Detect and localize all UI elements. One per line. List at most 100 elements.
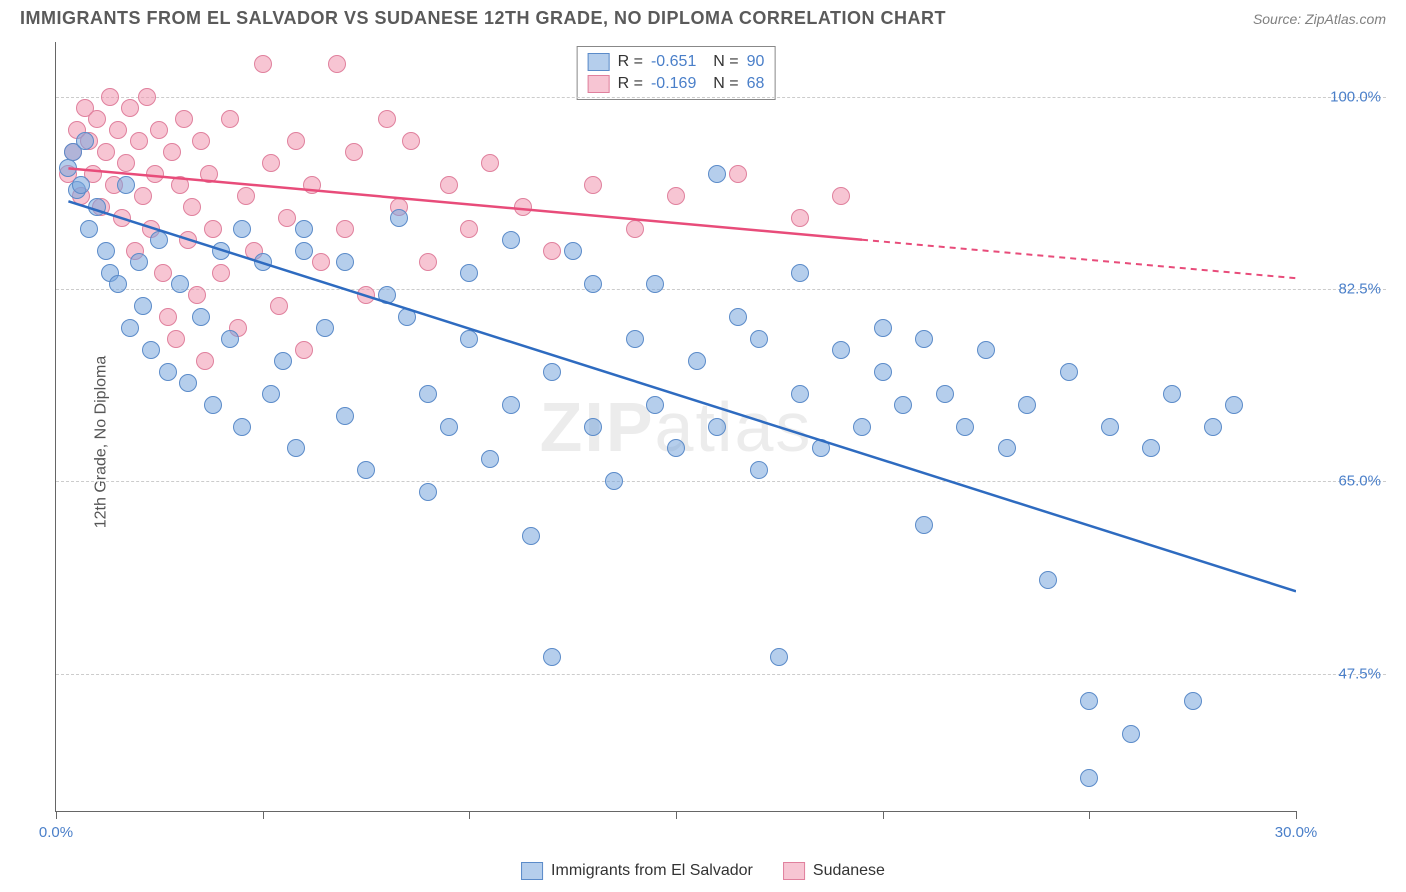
legend-swatch-series-1 — [521, 862, 543, 880]
scatter-point — [894, 396, 912, 414]
scatter-point — [481, 450, 499, 468]
scatter-point — [134, 187, 152, 205]
scatter-point — [175, 110, 193, 128]
scatter-point — [212, 242, 230, 260]
scatter-point — [179, 374, 197, 392]
scatter-point — [832, 341, 850, 359]
scatter-point — [667, 187, 685, 205]
scatter-point — [481, 154, 499, 172]
scatter-point — [134, 297, 152, 315]
scatter-point — [543, 363, 561, 381]
scatter-point — [150, 231, 168, 249]
scatter-point — [167, 330, 185, 348]
scatter-point — [183, 198, 201, 216]
scatter-point — [440, 176, 458, 194]
scatter-point — [171, 275, 189, 293]
r-label: R = — [618, 53, 643, 71]
legend-label-2: Sudanese — [813, 862, 885, 880]
scatter-point — [791, 209, 809, 227]
scatter-point — [1080, 769, 1098, 787]
scatter-point — [221, 330, 239, 348]
x-tick — [263, 811, 264, 819]
legend-label-1: Immigrants from El Salvador — [551, 862, 753, 880]
gridline-h — [56, 289, 1386, 290]
y-tick-label: 47.5% — [1301, 665, 1381, 682]
chart-header: IMMIGRANTS FROM EL SALVADOR VS SUDANESE … — [0, 0, 1406, 37]
scatter-point — [398, 308, 416, 326]
scatter-point — [278, 209, 296, 227]
series-legend: Immigrants from El Salvador Sudanese — [521, 862, 885, 880]
scatter-point — [584, 176, 602, 194]
source-attribution: Source: ZipAtlas.com — [1253, 11, 1386, 27]
scatter-point — [76, 132, 94, 150]
r-label: R = — [618, 75, 643, 93]
trend-line-blue — [68, 201, 1296, 591]
scatter-point — [936, 385, 954, 403]
scatter-point — [514, 198, 532, 216]
scatter-point — [179, 231, 197, 249]
scatter-point — [121, 319, 139, 337]
scatter-point — [154, 264, 172, 282]
scatter-point — [336, 407, 354, 425]
trend-line-pink-dashed — [862, 240, 1296, 278]
scatter-point — [390, 209, 408, 227]
chart-title: IMMIGRANTS FROM EL SALVADOR VS SUDANESE … — [20, 8, 946, 29]
scatter-point — [791, 264, 809, 282]
scatter-point — [142, 341, 160, 359]
scatter-point — [729, 308, 747, 326]
scatter-point — [460, 330, 478, 348]
scatter-point — [378, 286, 396, 304]
scatter-point — [626, 220, 644, 238]
scatter-point — [72, 176, 90, 194]
scatter-point — [584, 275, 602, 293]
scatter-point — [270, 297, 288, 315]
scatter-point — [233, 220, 251, 238]
correlation-legend: R = -0.651 N = 90 R = -0.169 N = 68 — [577, 46, 776, 100]
scatter-point — [750, 461, 768, 479]
scatter-point — [419, 253, 437, 271]
scatter-point — [832, 187, 850, 205]
scatter-point — [295, 220, 313, 238]
scatter-point — [915, 330, 933, 348]
scatter-point — [200, 165, 218, 183]
scatter-point — [998, 439, 1016, 457]
scatter-point — [117, 176, 135, 194]
scatter-point — [150, 121, 168, 139]
scatter-point — [1163, 385, 1181, 403]
scatter-point — [196, 352, 214, 370]
scatter-point — [312, 253, 330, 271]
scatter-point — [729, 165, 747, 183]
scatter-point — [502, 396, 520, 414]
scatter-point — [1142, 439, 1160, 457]
x-tick-label: 0.0% — [39, 824, 73, 841]
scatter-point — [109, 121, 127, 139]
legend-item-2: Sudanese — [783, 862, 885, 880]
x-tick — [56, 811, 57, 819]
scatter-point — [1060, 363, 1078, 381]
scatter-point — [254, 253, 272, 271]
scatter-point — [522, 527, 540, 545]
scatter-point — [1080, 692, 1098, 710]
scatter-point — [233, 418, 251, 436]
scatter-point — [146, 165, 164, 183]
scatter-point — [295, 242, 313, 260]
plot-area: ZIPatlas R = -0.651 N = 90 R = -0.169 N … — [55, 42, 1296, 812]
scatter-point — [357, 286, 375, 304]
scatter-point — [328, 55, 346, 73]
scatter-point — [564, 242, 582, 260]
scatter-point — [460, 264, 478, 282]
legend-swatch-series-2 — [783, 862, 805, 880]
chart-container: 12th Grade, No Diploma ZIPatlas R = -0.6… — [55, 42, 1386, 842]
scatter-point — [605, 472, 623, 490]
scatter-point — [159, 308, 177, 326]
scatter-point — [977, 341, 995, 359]
x-tick — [1089, 811, 1090, 819]
x-tick — [1296, 811, 1297, 819]
scatter-point — [440, 418, 458, 436]
correlation-row-1: R = -0.651 N = 90 — [588, 51, 765, 73]
scatter-point — [502, 231, 520, 249]
scatter-point — [138, 88, 156, 106]
scatter-point — [750, 330, 768, 348]
scatter-point — [97, 242, 115, 260]
scatter-point — [708, 418, 726, 436]
